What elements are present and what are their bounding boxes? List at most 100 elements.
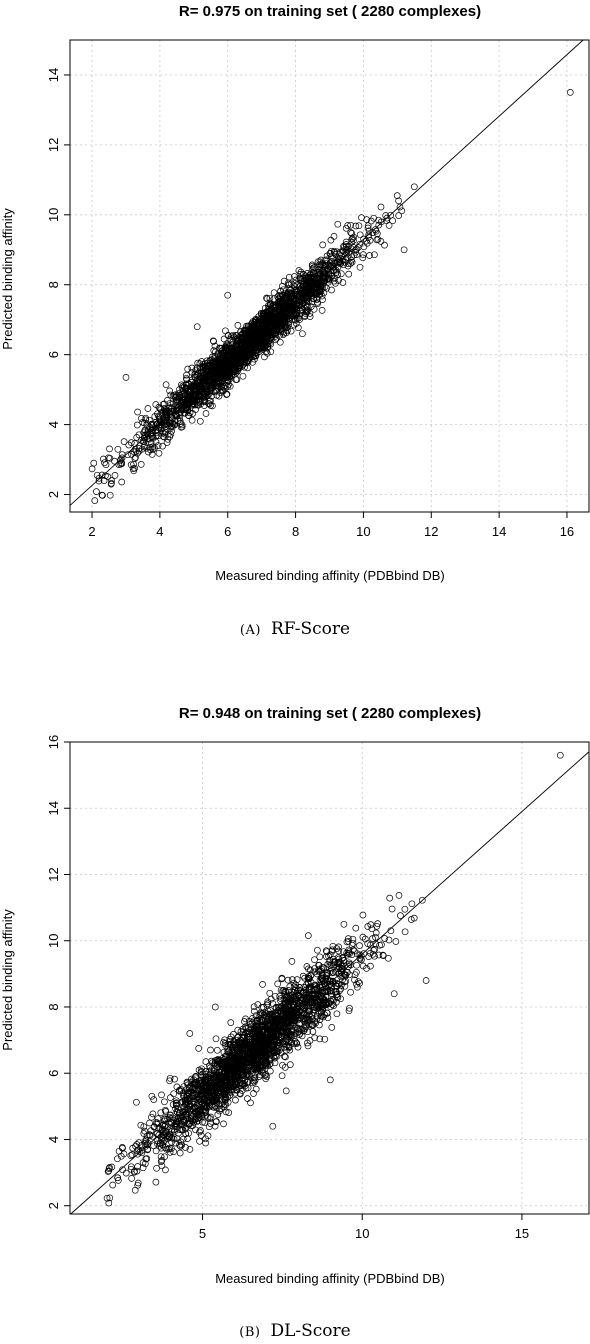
- data-point: [208, 392, 215, 400]
- data-point: [282, 329, 290, 337]
- data-point: [299, 297, 306, 304]
- y-tick-label: 2: [46, 1202, 61, 1209]
- data-point: [355, 222, 363, 230]
- data-point: [252, 1085, 260, 1093]
- data-point: [157, 1158, 165, 1165]
- data-point: [267, 319, 275, 327]
- data-point: [401, 905, 409, 913]
- data-point: [109, 1181, 117, 1189]
- data-point: [364, 224, 372, 232]
- data-point: [377, 203, 385, 211]
- data-point: [140, 1123, 148, 1131]
- data-point: [208, 353, 216, 361]
- data-point: [209, 368, 217, 376]
- data-point: [102, 472, 109, 480]
- data-point: [233, 376, 241, 383]
- data-point: [176, 1149, 184, 1157]
- x-axis: 2 4 6 8 10 12 14 16: [88, 512, 574, 539]
- data-point: [371, 946, 379, 953]
- data-point: [118, 478, 126, 486]
- y-tick-label: 8: [46, 281, 61, 288]
- data-point: [153, 1164, 160, 1172]
- data-point: [359, 254, 367, 262]
- data-point: [118, 454, 126, 462]
- data-point: [350, 233, 358, 241]
- data-point: [196, 364, 204, 372]
- data-point: [218, 386, 225, 394]
- y-axis-label: Predicted binding affinity: [0, 909, 15, 1051]
- data-point: [135, 445, 143, 452]
- x-tick-label: 8: [292, 524, 299, 539]
- data-point: [328, 969, 336, 977]
- data-point: [269, 1122, 277, 1130]
- data-point: [344, 222, 352, 229]
- data-point: [333, 1010, 341, 1018]
- data-point: [314, 298, 321, 306]
- data-point: [313, 288, 321, 296]
- data-point: [336, 260, 344, 268]
- data-point: [178, 421, 186, 429]
- data-point: [162, 409, 170, 417]
- data-point: [170, 1090, 178, 1098]
- data-points: [103, 751, 564, 1207]
- x-tick-label: 15: [515, 1226, 529, 1241]
- data-point: [213, 1046, 221, 1054]
- data-point: [299, 330, 306, 338]
- x-tick-label: 5: [199, 1226, 206, 1241]
- data-point: [202, 390, 209, 398]
- data-point: [162, 1166, 169, 1174]
- data-point: [207, 369, 214, 377]
- data-point: [171, 1075, 178, 1083]
- data-point: [201, 377, 208, 385]
- data-point: [124, 451, 132, 459]
- data-point: [283, 310, 290, 318]
- data-point: [305, 282, 313, 290]
- data-point: [366, 252, 373, 259]
- data-point: [140, 434, 148, 442]
- data-point: [159, 442, 166, 450]
- data-point: [292, 290, 300, 298]
- data-point: [179, 394, 187, 402]
- data-point: [127, 439, 135, 446]
- data-point: [257, 327, 265, 334]
- data-point: [281, 304, 288, 312]
- caption: (A) RF-Score: [240, 619, 350, 639]
- data-point: [238, 354, 245, 362]
- data-point: [128, 1175, 135, 1182]
- data-point: [275, 300, 283, 307]
- data-point: [304, 307, 311, 315]
- data-point: [387, 211, 394, 219]
- data-point: [184, 395, 191, 403]
- data-point: [299, 300, 306, 308]
- data-point: [349, 235, 356, 242]
- data-point: [202, 410, 210, 417]
- data-point: [282, 312, 290, 320]
- data-point: [373, 230, 381, 237]
- chart-title: R= 0.948 on training set ( 2280 complexe…: [179, 705, 481, 722]
- data-point: [284, 976, 292, 984]
- data-point: [232, 340, 240, 348]
- data-point: [266, 1060, 274, 1067]
- y-tick-label: 2: [46, 491, 61, 498]
- data-point: [204, 388, 212, 396]
- data-point: [100, 455, 107, 463]
- data-point: [201, 397, 208, 405]
- y-tick-label: 6: [46, 351, 61, 358]
- data-point: [150, 421, 157, 428]
- data-point: [372, 226, 379, 233]
- data-point: [240, 326, 248, 334]
- data-point: [319, 241, 327, 249]
- data-point: [135, 447, 143, 455]
- data-point: [160, 433, 168, 441]
- data-point: [340, 247, 347, 255]
- data-point: [410, 183, 418, 191]
- chart-title: R= 0.975 on training set ( 2280 complexe…: [179, 3, 481, 20]
- data-point: [107, 480, 115, 488]
- data-point: [299, 281, 307, 288]
- data-point: [328, 1024, 336, 1031]
- data-point: [358, 214, 365, 221]
- data-point: [282, 310, 290, 317]
- data-point: [173, 406, 181, 414]
